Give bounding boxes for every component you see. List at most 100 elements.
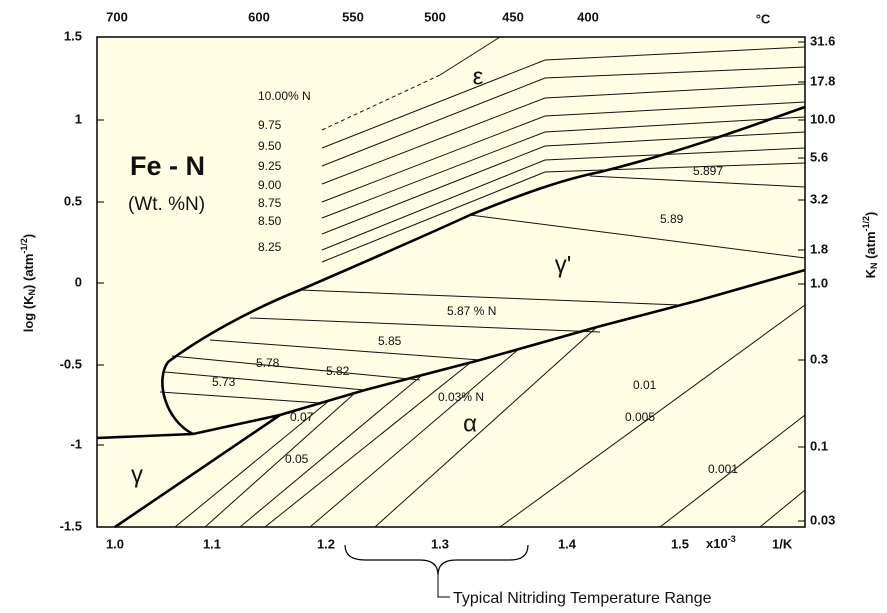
- nitriding-brace: [344, 544, 529, 598]
- y-tick-label: 1: [75, 111, 82, 126]
- brace-leader: [437, 575, 450, 598]
- phase-label: γ: [131, 461, 143, 488]
- iso-line: [439, 36, 501, 76]
- iso-line: [499, 304, 806, 528]
- axis-title-part: (atm: [863, 231, 878, 262]
- axis-title: log (KN) (atm-1/2): [19, 234, 37, 333]
- phase-label: γ': [555, 251, 572, 278]
- iso-label: 10.00% N: [258, 89, 311, 103]
- iso-label: 9.50: [258, 139, 282, 153]
- tie-line: [171, 355, 421, 381]
- iso-label: 0.005: [625, 410, 655, 424]
- iso-label: 9.75: [258, 118, 282, 132]
- iso-label: 5.85: [378, 334, 402, 348]
- tie-line: [209, 339, 481, 361]
- x2-tick-label: 400: [577, 9, 599, 24]
- x-tick-label: 1.4: [558, 536, 577, 551]
- y2-tick-label: 0.1: [810, 438, 828, 453]
- iso-line: [204, 392, 356, 528]
- iso-label: 8.50: [258, 214, 282, 228]
- x-tick-label: 1.3: [431, 536, 449, 551]
- iso-line: [321, 162, 806, 263]
- iso-line: [239, 376, 421, 528]
- x2-tick-label: 700: [106, 9, 128, 24]
- x-tick-label: 1.0: [106, 536, 124, 551]
- tie-line: [159, 391, 321, 404]
- iso-label: 5.87 % N: [447, 304, 496, 318]
- iso-label: 0.05: [285, 452, 309, 466]
- iso-line: [321, 101, 806, 203]
- y2-tick-label: 1.0: [810, 275, 828, 290]
- x2-tick-label: 600: [248, 9, 270, 24]
- y-tick-label: 1.5: [64, 28, 82, 43]
- axis-title-sub: N: [27, 289, 37, 296]
- y-tick-label: 0.5: [64, 193, 82, 208]
- x2-tick-label: 550: [342, 9, 364, 24]
- iso-line: [659, 414, 806, 528]
- iso-line: [321, 131, 806, 235]
- iso-label: 9.00: [258, 178, 282, 192]
- iso-label: 5.89: [660, 212, 684, 226]
- iso-label: 0.01: [633, 378, 657, 392]
- iso-label: 5.897: [693, 164, 723, 178]
- phase-label: α: [463, 410, 477, 437]
- subtitle: (Wt. %N): [128, 194, 205, 215]
- y2-tick-label: 31.6: [810, 33, 835, 48]
- iso-label: 8.75: [258, 196, 282, 210]
- axis-title-part: K: [863, 268, 878, 278]
- x-unit: 1/K: [772, 536, 793, 551]
- iso-label: 5.82: [326, 364, 350, 378]
- y2-tick-label: 1.8: [810, 241, 828, 256]
- x-multiplier: x10-3: [706, 534, 736, 551]
- x-multiplier-exp: -3: [728, 534, 736, 544]
- tie-line: [299, 289, 681, 306]
- iso-label: 5.73: [212, 375, 236, 389]
- iso-label: 0.001: [708, 462, 738, 476]
- y2-tick-label: 5.6: [810, 149, 828, 164]
- y2-tick-label: 0.3: [810, 351, 828, 366]
- x-tick-label: 1.5: [671, 536, 689, 551]
- iso-line: [374, 326, 598, 528]
- iso-label: 9.25: [258, 159, 282, 173]
- tie-line: [469, 214, 806, 259]
- iso-line: [174, 399, 331, 528]
- axis-title-part: ): [21, 234, 36, 238]
- tie-line: [249, 317, 601, 333]
- gamma-boundary: [192, 413, 281, 436]
- x-tick-label: 1.1: [203, 536, 221, 551]
- tie-line: [164, 371, 366, 391]
- iso-label: 8.25: [258, 240, 282, 254]
- x2-tick-label: 500: [424, 9, 446, 24]
- axis-title-sup: -1/2: [861, 216, 871, 232]
- iso-label: 0.03% N: [438, 390, 484, 404]
- axis-title-part: ): [863, 212, 878, 216]
- iso-line: [321, 66, 806, 167]
- axis-title-part: ) (atm: [21, 254, 36, 289]
- iso-label: 5.78: [256, 356, 280, 370]
- iso-line: [264, 362, 471, 528]
- y2-tick-label: 17.8: [810, 73, 835, 88]
- phase-label: ε: [473, 63, 484, 90]
- y2-tick-label: 0.03: [810, 512, 835, 527]
- iso-line: [759, 489, 806, 528]
- iso-line: [321, 147, 806, 251]
- y-tick-label: 0: [75, 274, 82, 289]
- axis-title-sub: N: [869, 263, 879, 270]
- y2-tick-label: 3.2: [810, 191, 828, 206]
- y-tick-label: -0.5: [60, 356, 82, 371]
- iso-line: [321, 83, 806, 185]
- iso-line: [309, 347, 521, 528]
- iso-label: 0.07: [290, 410, 314, 424]
- x-tick-label: 1.2: [317, 536, 335, 551]
- x2-unit: °C: [756, 11, 771, 26]
- y2-tick-label: 10.0: [810, 111, 835, 126]
- axis-title-part: log (K: [21, 295, 36, 332]
- y-tick-label: -1: [70, 436, 82, 451]
- iso-line-dashed: [321, 74, 441, 131]
- tie-line: [589, 175, 806, 188]
- range-note: Typical Nitriding Temperature Range: [453, 590, 712, 607]
- gamma-prime-boundary: [96, 105, 806, 440]
- x2-tick-label: 450: [502, 9, 524, 24]
- axis-title-sup: -1/2: [19, 238, 29, 254]
